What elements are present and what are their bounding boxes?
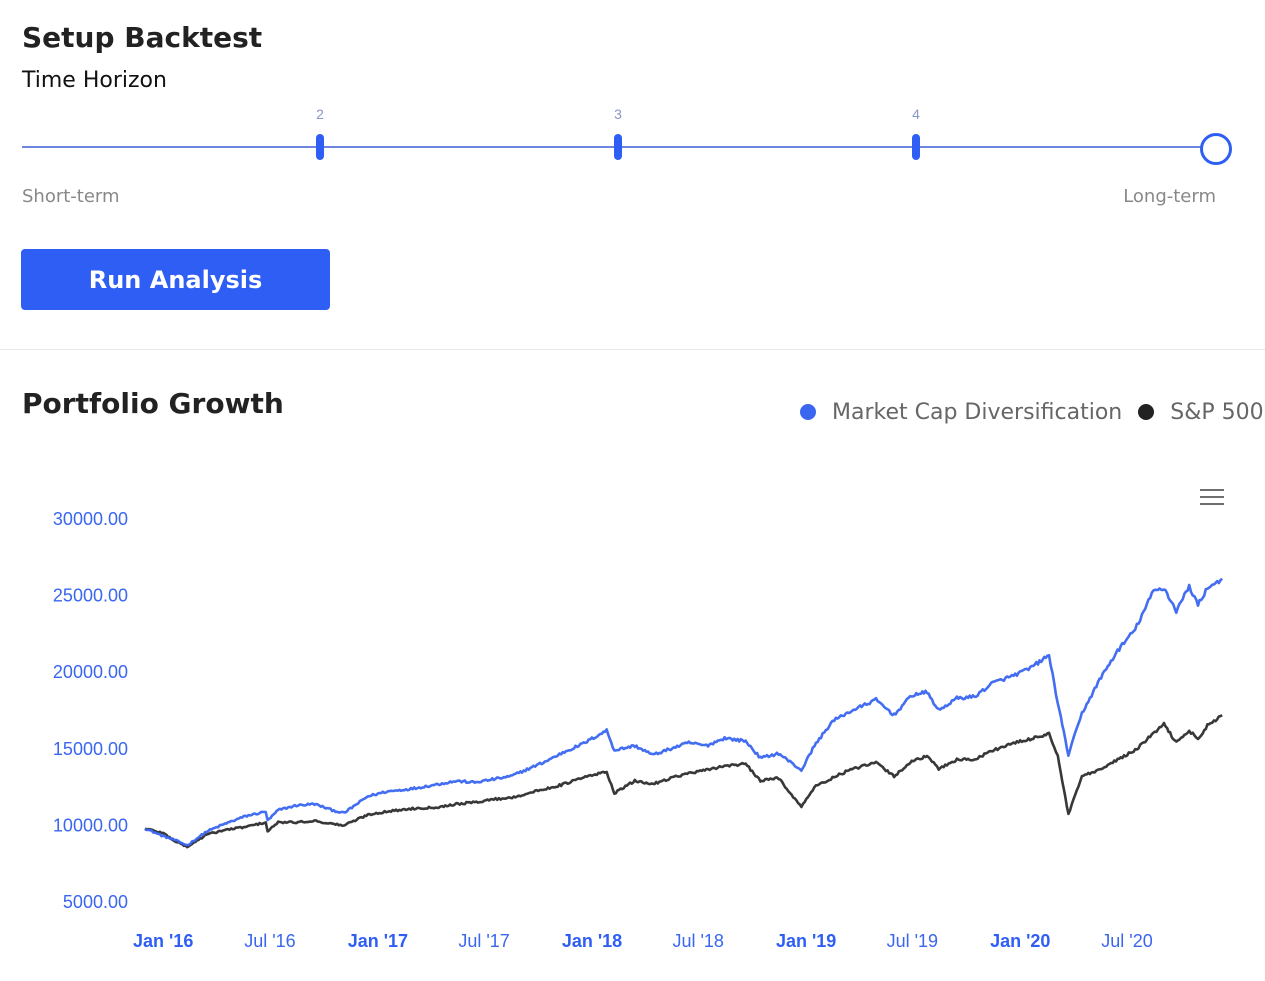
legend-item-market-cap[interactable]: Market Cap Diversification [800,400,1122,425]
x-tick-label: Jan '20 [990,931,1050,951]
slider-tick-label-3: 3 [614,106,622,122]
slider-step-2[interactable] [316,134,324,160]
section-divider [0,349,1265,350]
series-line-sp500 [144,714,1223,849]
chart-legend: Market Cap Diversification S&P 500 [800,396,1264,428]
time-horizon-slider[interactable]: 2 3 4 [22,100,1232,170]
chart-title: Portfolio Growth [22,387,284,420]
setup-title: Setup Backtest [22,21,263,54]
x-tick-label: Jul '17 [458,931,509,951]
y-tick-label: 25000.00 [53,586,128,606]
slider-thumb[interactable] [1200,133,1232,165]
y-tick-label: 10000.00 [53,815,128,835]
slider-step-4[interactable] [912,134,920,160]
series-line-market-cap [144,577,1223,847]
menu-icon-bar [1200,496,1224,498]
legend-dot-market-cap [800,404,816,420]
portfolio-growth-chart: 5000.00 10000.00 15000.00 20000.00 25000.00 3… [53,509,1223,951]
series-lines [144,577,1223,849]
y-tick-label: 20000.00 [53,662,128,682]
legend-label-market-cap: Market Cap Diversification [832,399,1123,425]
y-tick-label: 30000.00 [53,509,128,529]
legend-dot-sp500 [1138,404,1155,420]
x-tick-label: Jul '19 [887,931,938,951]
x-axis-ticks: Jan '16 Jul '16 Jan '17 Jul '17 Jan '18 Jul '… [133,931,1153,951]
time-horizon-label: Time Horizon [22,68,167,93]
x-tick-label: Jul '20 [1101,931,1152,951]
y-tick-label: 5000.00 [63,892,128,912]
x-tick-label: Jan '18 [562,931,622,951]
menu-icon-bar [1200,503,1224,505]
slider-max-label: Long-term [1123,186,1216,207]
x-tick-label: Jul '16 [244,931,295,951]
x-tick-label: Jul '18 [672,931,723,951]
x-tick-label: Jan '17 [348,931,408,951]
legend-label-sp500: S&P 500 [1170,399,1264,425]
slider-tick-label-4: 4 [912,106,920,122]
legend-item-sp500[interactable]: S&P 500 [1138,399,1264,425]
run-analysis-button[interactable]: Run Analysis [21,249,330,310]
y-tick-label: 15000.00 [53,739,128,759]
x-tick-label: Jan '19 [776,931,836,951]
y-axis-ticks: 5000.00 10000.00 15000.00 20000.00 25000.00 3… [53,509,128,912]
hamburger-menu-icon[interactable] [1196,484,1228,510]
slider-tick-label-2: 2 [316,106,324,122]
slider-min-label: Short-term [22,186,120,207]
x-tick-label: Jan '16 [133,931,193,951]
menu-icon-bar [1200,489,1224,491]
slider-step-3[interactable] [614,134,622,160]
